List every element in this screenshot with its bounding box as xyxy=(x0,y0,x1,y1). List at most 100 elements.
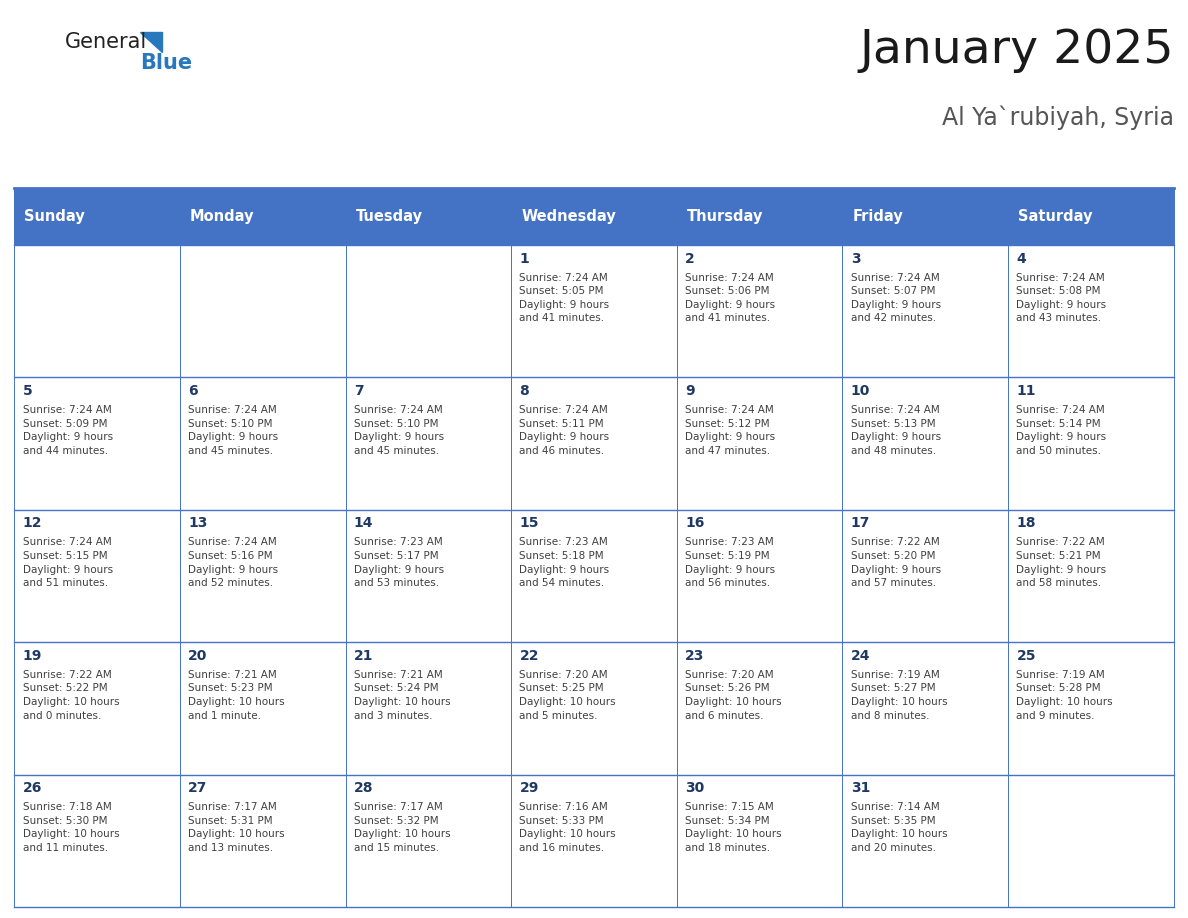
Text: 24: 24 xyxy=(851,649,871,663)
Text: Sunrise: 7:15 AM
Sunset: 5:34 PM
Daylight: 10 hours
and 18 minutes.: Sunrise: 7:15 AM Sunset: 5:34 PM Dayligh… xyxy=(685,802,782,853)
Bar xyxy=(14,377,179,509)
Bar xyxy=(346,643,511,775)
Text: 16: 16 xyxy=(685,516,704,531)
Text: 19: 19 xyxy=(23,649,42,663)
Text: Sunrise: 7:21 AM
Sunset: 5:24 PM
Daylight: 10 hours
and 3 minutes.: Sunrise: 7:21 AM Sunset: 5:24 PM Dayligh… xyxy=(354,670,450,721)
Text: Monday: Monday xyxy=(190,209,254,224)
Bar xyxy=(14,509,179,643)
Bar xyxy=(1009,775,1174,907)
Text: Tuesday: Tuesday xyxy=(355,209,423,224)
Text: Sunrise: 7:24 AM
Sunset: 5:05 PM
Daylight: 9 hours
and 41 minutes.: Sunrise: 7:24 AM Sunset: 5:05 PM Dayligh… xyxy=(519,273,609,323)
Bar xyxy=(346,188,511,245)
Text: 21: 21 xyxy=(354,649,373,663)
Text: 2: 2 xyxy=(685,252,695,265)
Bar xyxy=(14,643,179,775)
Text: Sunrise: 7:19 AM
Sunset: 5:28 PM
Daylight: 10 hours
and 9 minutes.: Sunrise: 7:19 AM Sunset: 5:28 PM Dayligh… xyxy=(1017,670,1113,721)
Text: Sunrise: 7:24 AM
Sunset: 5:10 PM
Daylight: 9 hours
and 45 minutes.: Sunrise: 7:24 AM Sunset: 5:10 PM Dayligh… xyxy=(188,405,278,456)
Bar xyxy=(677,509,842,643)
Bar xyxy=(179,188,346,245)
Bar xyxy=(511,643,677,775)
Text: 18: 18 xyxy=(1017,516,1036,531)
Text: Sunrise: 7:18 AM
Sunset: 5:30 PM
Daylight: 10 hours
and 11 minutes.: Sunrise: 7:18 AM Sunset: 5:30 PM Dayligh… xyxy=(23,802,119,853)
Text: Blue: Blue xyxy=(140,53,192,73)
Text: Thursday: Thursday xyxy=(687,209,763,224)
Text: 23: 23 xyxy=(685,649,704,663)
Bar xyxy=(842,188,1009,245)
Text: 8: 8 xyxy=(519,384,529,397)
Bar xyxy=(179,509,346,643)
Text: Sunrise: 7:20 AM
Sunset: 5:26 PM
Daylight: 10 hours
and 6 minutes.: Sunrise: 7:20 AM Sunset: 5:26 PM Dayligh… xyxy=(685,670,782,721)
Bar xyxy=(1009,509,1174,643)
Bar xyxy=(346,775,511,907)
Bar xyxy=(511,509,677,643)
Text: Al Ya`rubiyah, Syria: Al Ya`rubiyah, Syria xyxy=(942,106,1174,130)
Text: Sunrise: 7:19 AM
Sunset: 5:27 PM
Daylight: 10 hours
and 8 minutes.: Sunrise: 7:19 AM Sunset: 5:27 PM Dayligh… xyxy=(851,670,947,721)
Text: Sunrise: 7:24 AM
Sunset: 5:16 PM
Daylight: 9 hours
and 52 minutes.: Sunrise: 7:24 AM Sunset: 5:16 PM Dayligh… xyxy=(188,537,278,588)
Text: Sunrise: 7:22 AM
Sunset: 5:21 PM
Daylight: 9 hours
and 58 minutes.: Sunrise: 7:22 AM Sunset: 5:21 PM Dayligh… xyxy=(1017,537,1106,588)
Text: Wednesday: Wednesday xyxy=(522,209,615,224)
Text: Saturday: Saturday xyxy=(1018,209,1093,224)
Text: 9: 9 xyxy=(685,384,695,397)
Text: Sunrise: 7:24 AM
Sunset: 5:06 PM
Daylight: 9 hours
and 41 minutes.: Sunrise: 7:24 AM Sunset: 5:06 PM Dayligh… xyxy=(685,273,776,323)
Text: Sunrise: 7:24 AM
Sunset: 5:08 PM
Daylight: 9 hours
and 43 minutes.: Sunrise: 7:24 AM Sunset: 5:08 PM Dayligh… xyxy=(1017,273,1106,323)
Text: 14: 14 xyxy=(354,516,373,531)
Text: 30: 30 xyxy=(685,781,704,795)
Text: Friday: Friday xyxy=(853,209,903,224)
Text: Sunrise: 7:24 AM
Sunset: 5:14 PM
Daylight: 9 hours
and 50 minutes.: Sunrise: 7:24 AM Sunset: 5:14 PM Dayligh… xyxy=(1017,405,1106,456)
Text: 4: 4 xyxy=(1017,252,1026,265)
Text: Sunrise: 7:24 AM
Sunset: 5:10 PM
Daylight: 9 hours
and 45 minutes.: Sunrise: 7:24 AM Sunset: 5:10 PM Dayligh… xyxy=(354,405,444,456)
Bar xyxy=(179,643,346,775)
Bar xyxy=(179,245,346,377)
Text: 28: 28 xyxy=(354,781,373,795)
Bar xyxy=(346,245,511,377)
Bar xyxy=(842,509,1009,643)
Text: General: General xyxy=(65,32,147,52)
Text: Sunrise: 7:16 AM
Sunset: 5:33 PM
Daylight: 10 hours
and 16 minutes.: Sunrise: 7:16 AM Sunset: 5:33 PM Dayligh… xyxy=(519,802,617,853)
Bar xyxy=(511,188,677,245)
Bar xyxy=(1009,245,1174,377)
Text: Sunrise: 7:14 AM
Sunset: 5:35 PM
Daylight: 10 hours
and 20 minutes.: Sunrise: 7:14 AM Sunset: 5:35 PM Dayligh… xyxy=(851,802,947,853)
Bar xyxy=(677,775,842,907)
Bar xyxy=(346,509,511,643)
Text: 20: 20 xyxy=(188,649,208,663)
Text: 5: 5 xyxy=(23,384,32,397)
Text: 26: 26 xyxy=(23,781,42,795)
Text: Sunrise: 7:24 AM
Sunset: 5:13 PM
Daylight: 9 hours
and 48 minutes.: Sunrise: 7:24 AM Sunset: 5:13 PM Dayligh… xyxy=(851,405,941,456)
Text: 6: 6 xyxy=(188,384,198,397)
Text: Sunrise: 7:24 AM
Sunset: 5:09 PM
Daylight: 9 hours
and 44 minutes.: Sunrise: 7:24 AM Sunset: 5:09 PM Dayligh… xyxy=(23,405,113,456)
Bar xyxy=(346,377,511,509)
Text: Sunrise: 7:17 AM
Sunset: 5:31 PM
Daylight: 10 hours
and 13 minutes.: Sunrise: 7:17 AM Sunset: 5:31 PM Dayligh… xyxy=(188,802,285,853)
Bar xyxy=(511,775,677,907)
Text: Sunrise: 7:24 AM
Sunset: 5:15 PM
Daylight: 9 hours
and 51 minutes.: Sunrise: 7:24 AM Sunset: 5:15 PM Dayligh… xyxy=(23,537,113,588)
Bar xyxy=(1009,377,1174,509)
Text: 17: 17 xyxy=(851,516,870,531)
Text: January 2025: January 2025 xyxy=(859,28,1174,73)
Text: Sunrise: 7:24 AM
Sunset: 5:12 PM
Daylight: 9 hours
and 47 minutes.: Sunrise: 7:24 AM Sunset: 5:12 PM Dayligh… xyxy=(685,405,776,456)
Text: 27: 27 xyxy=(188,781,208,795)
Text: Sunrise: 7:23 AM
Sunset: 5:17 PM
Daylight: 9 hours
and 53 minutes.: Sunrise: 7:23 AM Sunset: 5:17 PM Dayligh… xyxy=(354,537,444,588)
Text: 12: 12 xyxy=(23,516,42,531)
Bar xyxy=(842,643,1009,775)
Text: Sunrise: 7:22 AM
Sunset: 5:22 PM
Daylight: 10 hours
and 0 minutes.: Sunrise: 7:22 AM Sunset: 5:22 PM Dayligh… xyxy=(23,670,119,721)
Text: Sunrise: 7:24 AM
Sunset: 5:07 PM
Daylight: 9 hours
and 42 minutes.: Sunrise: 7:24 AM Sunset: 5:07 PM Dayligh… xyxy=(851,273,941,323)
Bar xyxy=(14,775,179,907)
Bar xyxy=(14,188,179,245)
Text: 1: 1 xyxy=(519,252,529,265)
Text: 29: 29 xyxy=(519,781,539,795)
Text: Sunrise: 7:22 AM
Sunset: 5:20 PM
Daylight: 9 hours
and 57 minutes.: Sunrise: 7:22 AM Sunset: 5:20 PM Dayligh… xyxy=(851,537,941,588)
Text: Sunrise: 7:24 AM
Sunset: 5:11 PM
Daylight: 9 hours
and 46 minutes.: Sunrise: 7:24 AM Sunset: 5:11 PM Dayligh… xyxy=(519,405,609,456)
Text: 11: 11 xyxy=(1017,384,1036,397)
Bar xyxy=(1009,643,1174,775)
Bar xyxy=(677,643,842,775)
Bar xyxy=(179,377,346,509)
Text: Sunrise: 7:23 AM
Sunset: 5:18 PM
Daylight: 9 hours
and 54 minutes.: Sunrise: 7:23 AM Sunset: 5:18 PM Dayligh… xyxy=(519,537,609,588)
Text: 13: 13 xyxy=(188,516,208,531)
Bar xyxy=(1009,188,1174,245)
Bar xyxy=(842,377,1009,509)
Text: 10: 10 xyxy=(851,384,870,397)
Text: 3: 3 xyxy=(851,252,860,265)
Bar xyxy=(842,775,1009,907)
Text: Sunrise: 7:23 AM
Sunset: 5:19 PM
Daylight: 9 hours
and 56 minutes.: Sunrise: 7:23 AM Sunset: 5:19 PM Dayligh… xyxy=(685,537,776,588)
Bar xyxy=(677,188,842,245)
Bar xyxy=(677,377,842,509)
